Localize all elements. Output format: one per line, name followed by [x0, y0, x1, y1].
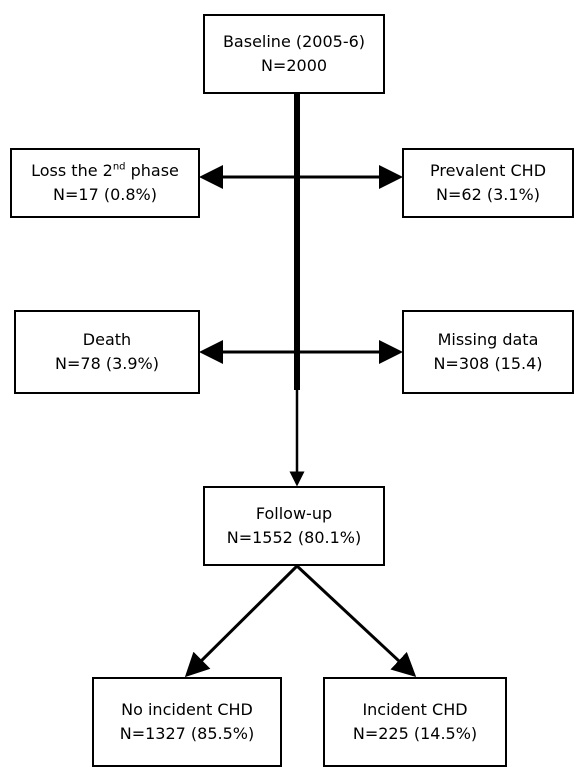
- incident-count: N=225 (14.5%): [352, 724, 478, 743]
- followup-label: Follow-up: [255, 504, 333, 523]
- prevalent-count: N=62 (3.1%): [436, 185, 540, 204]
- loss-label: Loss the 2nd phase: [31, 159, 179, 183]
- no-incident-chd-box: No incident CHD N=1327 (85.5%): [92, 677, 282, 767]
- baseline-box: Baseline (2005-6) N=2000: [203, 14, 385, 94]
- no-incident-label: No incident CHD: [121, 700, 253, 719]
- arrow-to-no-incident: [184, 564, 299, 678]
- loss-label-post: phase: [125, 161, 179, 180]
- incident-chd-box: Incident CHD N=225 (14.5%): [323, 677, 507, 767]
- follow-up-box: Follow-up N=1552 (80.1%): [203, 486, 385, 566]
- loss-label-pre: Loss the 2: [31, 161, 113, 180]
- incident-label: Incident CHD: [362, 700, 468, 719]
- prevalent-label: Prevalent CHD: [429, 161, 547, 180]
- baseline-label: Baseline (2005-6): [222, 32, 366, 51]
- loss-count: N=17 (0.8%): [53, 185, 157, 204]
- loss-label-superscript: nd: [112, 161, 126, 173]
- loss-second-phase-box: Loss the 2nd phase N=17 (0.8%): [10, 148, 200, 218]
- followup-count: N=1552 (80.1%): [226, 528, 362, 547]
- prevalent-chd-box: Prevalent CHD N=62 (3.1%): [402, 148, 574, 218]
- death-count: N=78 (3.9%): [55, 354, 159, 373]
- death-box: Death N=78 (3.9%): [14, 310, 200, 394]
- missing-data-box: Missing data N=308 (15.4): [402, 310, 574, 394]
- missing-label: Missing data: [437, 330, 539, 349]
- baseline-count: N=2000: [260, 56, 328, 75]
- arrow-to-incident: [295, 564, 417, 678]
- missing-count: N=308 (15.4): [433, 354, 543, 373]
- death-label: Death: [82, 330, 132, 349]
- no-incident-count: N=1327 (85.5%): [119, 724, 255, 743]
